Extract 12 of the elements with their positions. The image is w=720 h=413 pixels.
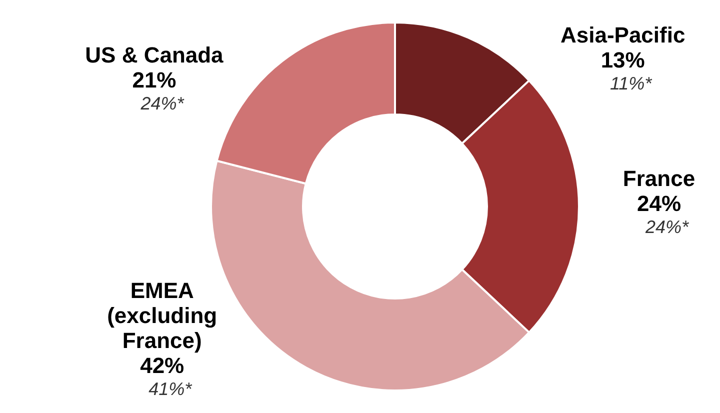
text: 24%* xyxy=(140,93,185,114)
slice-label: EMEA (excluding France) xyxy=(107,278,218,354)
data-label: 21% xyxy=(132,67,176,92)
text: 41%* xyxy=(148,379,193,400)
text: 24%* xyxy=(644,217,690,237)
data-label: 13% xyxy=(600,48,645,73)
text: 11%* xyxy=(610,73,653,94)
data-label: 42% xyxy=(140,353,184,378)
slice-label: Asia-Pacific xyxy=(560,22,686,48)
data-label: 24% xyxy=(636,191,682,216)
slice-label: France xyxy=(622,166,696,192)
slice-label: US & Canada xyxy=(85,42,224,68)
